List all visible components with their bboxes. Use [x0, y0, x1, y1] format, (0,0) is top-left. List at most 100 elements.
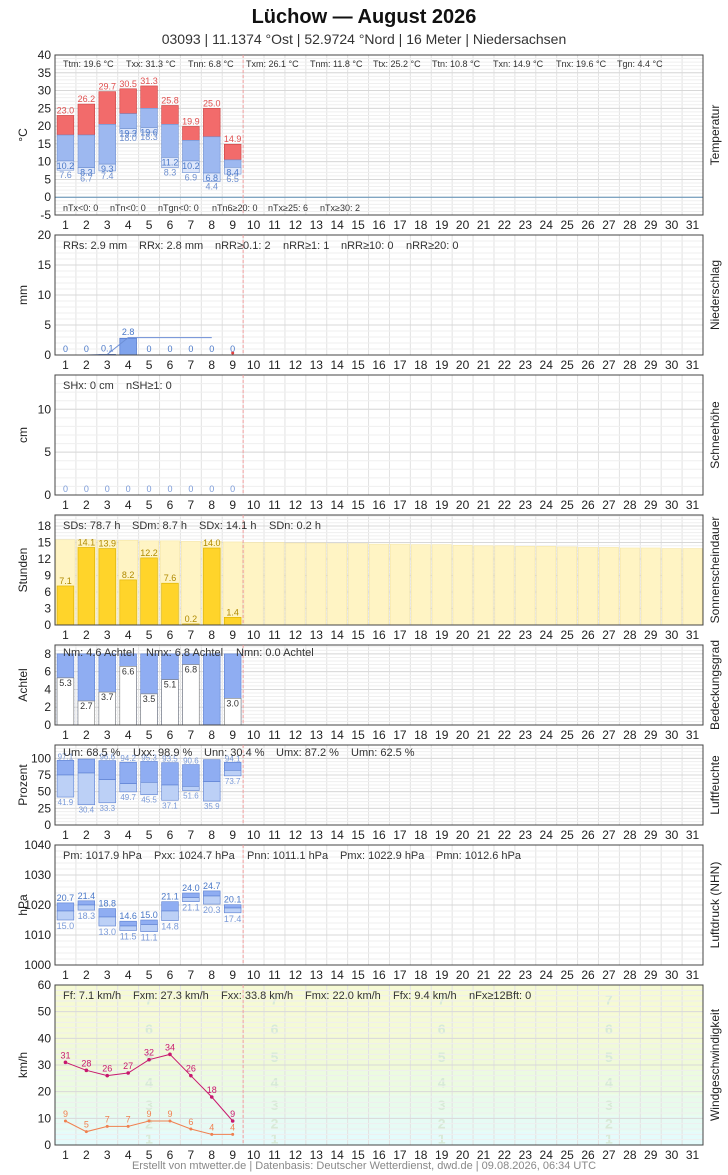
sun-possible-bar [536, 546, 557, 626]
tmax-value-label: 25.0 [203, 98, 221, 108]
x-tick-label: 23 [519, 498, 533, 512]
stat-label: Ff: 7.1 km/h [63, 990, 121, 1002]
stat-label: Tnm: 11.8 °C [310, 59, 363, 69]
x-tick-label: 26 [581, 498, 595, 512]
x-tick-label: 13 [310, 628, 324, 642]
pressure-min-bar [203, 895, 221, 905]
wind-mean-label: 4 [230, 1122, 235, 1132]
pressure-max-label: 20.7 [57, 893, 75, 903]
tmin-value-label: 6.5 [226, 174, 239, 184]
x-tick-label: 20 [456, 498, 470, 512]
x-tick-label: 18 [414, 968, 428, 982]
panel-border [54, 984, 704, 1146]
x-tick-label: 23 [519, 358, 533, 372]
wind-mean-label: 7 [126, 1114, 131, 1124]
sun-possible-bar [369, 543, 389, 626]
y-tick-label: 25 [38, 801, 52, 815]
humidity-min-label: 33.3 [99, 804, 115, 813]
beaufort-number: 4 [271, 1074, 279, 1090]
wind-mean-point [231, 1132, 235, 1136]
y-tick-label: 35 [38, 66, 52, 80]
y-tick-label: 15 [38, 258, 52, 272]
x-tick-label: 30 [665, 628, 679, 642]
rain-marker [231, 351, 235, 355]
x-tick-label: 8 [208, 498, 215, 512]
x-tick-label: 28 [623, 728, 637, 742]
tmin-bar [224, 167, 242, 175]
tmean-bar [119, 113, 137, 129]
stat-label: SDm: 8.7 h [132, 520, 187, 532]
sun-possible-bar [473, 545, 494, 626]
sun-possible-bar [327, 543, 348, 626]
panel-border [54, 844, 704, 966]
x-tick-label: 21 [477, 358, 491, 372]
x-tick-label: 14 [331, 828, 345, 842]
x-tick-label: 3 [104, 628, 111, 642]
beaufort-number: 1 [145, 1130, 153, 1146]
wind-max-label: 26 [102, 1064, 112, 1074]
tmin-bar [119, 128, 137, 134]
x-tick-label: 8 [208, 968, 215, 982]
pressure-max-label: 21.1 [161, 892, 179, 902]
x-tick-label: 23 [519, 628, 533, 642]
x-tick-label: 22 [498, 218, 512, 232]
cloud-value-label: 0.0 [206, 725, 219, 735]
x-tick-label: 10 [247, 728, 261, 742]
x-tick-label: 17 [393, 828, 407, 842]
tmid-value-label: 8.4 [226, 167, 239, 177]
y-tick-label: 40 [38, 48, 52, 62]
x-tick-label: 5 [146, 1148, 153, 1162]
humidity-max-bar [119, 761, 137, 784]
humidity-min-bar [182, 786, 200, 791]
x-tick-label: 14 [331, 968, 345, 982]
x-tick-label: 21 [477, 218, 491, 232]
x-tick-label: 12 [289, 968, 303, 982]
tmin-bar [182, 160, 200, 173]
x-tick-label: 10 [247, 218, 261, 232]
x-tick-label: 4 [125, 728, 132, 742]
stat-label: Nmn: 0.0 Achtel [236, 647, 314, 659]
beaufort-number: 3 [145, 1097, 153, 1113]
x-tick-label: 24 [540, 728, 554, 742]
stat-label: Fxm: 27.3 km/h [133, 990, 209, 1002]
x-tick-label: 17 [393, 218, 407, 232]
y-tick-label: 40 [38, 1031, 52, 1045]
stat-label: Tgn: 4.4 °C [617, 59, 663, 69]
stat-label: RRs: 2.9 mm [63, 240, 127, 252]
tmax-value-label: 19.9 [182, 116, 200, 126]
stat-label: SDx: 14.1 h [199, 520, 256, 532]
x-tick-label: 27 [602, 728, 616, 742]
x-tick-label: 27 [602, 498, 616, 512]
x-tick-label: 20 [456, 218, 470, 232]
x-tick-label: 10 [247, 968, 261, 982]
stat-label: nTx≥30: 2 [320, 203, 360, 213]
x-tick-label: 13 [310, 498, 324, 512]
humidity-min-label: 49.7 [120, 793, 136, 802]
pressure-min-label: 18.3 [78, 911, 96, 921]
x-tick-label: 12 [289, 218, 303, 232]
pressure-max-bar [140, 919, 158, 925]
x-tick-label: 15 [351, 498, 365, 512]
tmin-bar [98, 163, 116, 172]
wind-max-point [63, 1060, 68, 1065]
stat-label: nRR≥0.1: 2 [215, 240, 271, 252]
y-tick-label: 5 [44, 318, 51, 332]
x-tick-label: 19 [435, 828, 449, 842]
humidity-min-bar [161, 784, 179, 801]
x-tick-label: 27 [602, 628, 616, 642]
wind-mean-point [168, 1119, 172, 1123]
x-tick-label: 1 [62, 968, 69, 982]
sun-possible-bar [452, 544, 473, 626]
x-tick-label: 2 [83, 968, 90, 982]
panel-side-label: Temperatur [708, 105, 722, 166]
y-axis-label: km/h [16, 1052, 30, 1078]
wind-max-label: 18 [207, 1085, 217, 1095]
x-tick-label: 19 [435, 218, 449, 232]
x-tick-label: 24 [540, 218, 554, 232]
x-tick-label: 29 [644, 1148, 658, 1162]
pressure-min-bar [224, 907, 242, 914]
beaufort-number: 7 [271, 992, 279, 1008]
beaufort-number: 4 [605, 1074, 613, 1090]
wind-max-point [105, 1073, 110, 1078]
cloud-value-label: 2.7 [80, 701, 93, 711]
